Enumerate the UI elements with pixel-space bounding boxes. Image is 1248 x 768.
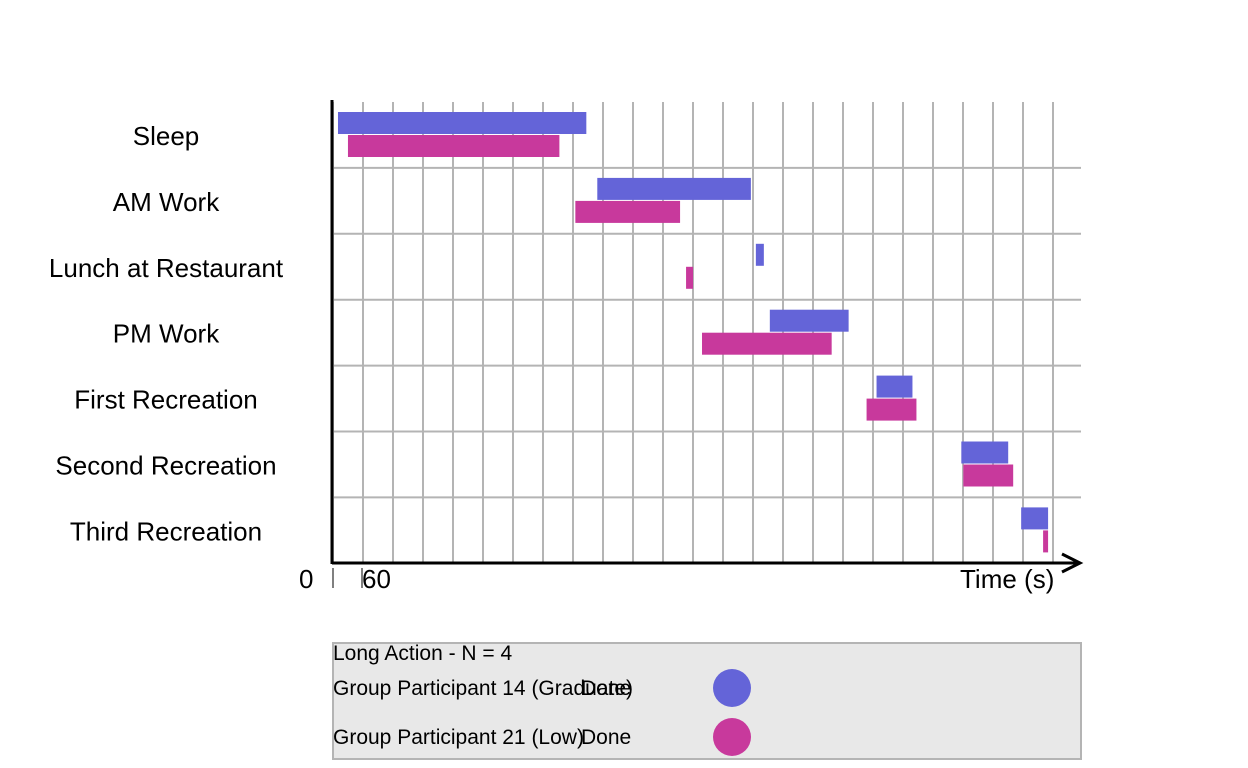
grid	[332, 102, 1081, 563]
legend: Long Action - N = 4 Group Participant 14…	[332, 642, 1082, 760]
x-axis-arrow-icon	[1061, 552, 1084, 574]
legend-series-status: Done	[581, 677, 631, 700]
gantt-bar	[597, 177, 751, 200]
legend-title: Long Action - N = 4	[333, 642, 513, 665]
legend-marker-icon	[713, 669, 751, 707]
legend-series-status: Done	[581, 726, 631, 749]
gantt-bar	[575, 200, 681, 223]
gantt-bar	[963, 464, 1014, 487]
category-label: Lunch at Restaurant	[49, 253, 284, 283]
gantt-bar	[337, 112, 587, 134]
gantt-bar	[866, 398, 917, 421]
bars	[337, 112, 1049, 553]
gantt-bar	[686, 266, 694, 289]
legend-items: Group Participant 14 (Graduate)DoneGroup…	[333, 669, 751, 756]
legend-box	[332, 642, 1082, 760]
category-labels: Sleep AM Work Lunch at Restaurant PM Work Fi…	[49, 121, 284, 546]
legend-series-name: Group Participant 21 (Low)	[333, 726, 584, 749]
x-axis-title: Time (s)	[960, 564, 1054, 594]
category-label: PM Work	[113, 319, 220, 349]
gantt-bar	[347, 135, 560, 157]
legend-marker-icon	[713, 718, 751, 756]
axes: 0 60 Time (s)	[299, 100, 1084, 594]
gantt-bar	[961, 441, 1009, 464]
gantt-bar	[876, 375, 913, 398]
legend-series-name: Group Participant 14 (Graduate)	[333, 677, 633, 700]
gantt-bar	[702, 332, 832, 355]
x-tick-label: 60	[362, 564, 391, 594]
gantt-bar	[755, 243, 764, 266]
category-label: Second Recreation	[55, 451, 276, 481]
category-label: Sleep	[133, 121, 200, 151]
gantt-bar	[1043, 530, 1049, 553]
gantt-bar	[1021, 507, 1049, 530]
category-label: Third Recreation	[70, 516, 262, 546]
category-label: First Recreation	[74, 385, 258, 415]
category-label: AM Work	[113, 187, 220, 217]
x-origin-label: 0	[299, 564, 313, 594]
gantt-bar	[769, 309, 849, 332]
